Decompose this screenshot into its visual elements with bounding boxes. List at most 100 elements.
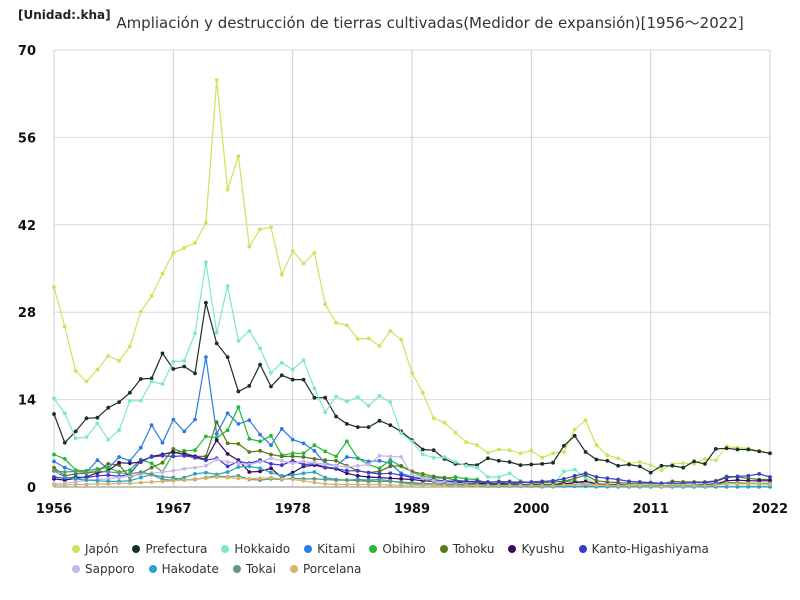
legend-item-prefectura[interactable]: Prefectura	[132, 542, 207, 556]
data-point	[507, 448, 512, 453]
data-point	[106, 473, 111, 477]
data-point	[377, 418, 382, 423]
legend-item-kitami[interactable]: Kitami	[304, 542, 355, 556]
data-point	[312, 477, 317, 481]
data-point	[388, 483, 393, 487]
legend-item-jap-n[interactable]: Japón	[72, 542, 118, 556]
data-point	[204, 260, 208, 265]
x-tick-label: 2011	[633, 502, 669, 517]
data-point	[453, 475, 458, 479]
data-point	[301, 441, 306, 446]
legend-item-hokkaido[interactable]: Hokkaido	[221, 542, 290, 556]
data-point	[507, 480, 512, 484]
data-point	[225, 411, 230, 416]
legend-item-tokai[interactable]: Tokai	[232, 562, 276, 576]
data-point	[475, 465, 479, 470]
legend-item-hakodate[interactable]: Hakodate	[148, 562, 219, 576]
data-point	[117, 460, 121, 465]
legend-item-kanto-higashiyama[interactable]: Kanto-Higashiyama	[578, 542, 709, 556]
data-point	[724, 475, 729, 480]
data-point	[193, 448, 197, 453]
data-point	[594, 475, 599, 479]
data-point	[247, 244, 252, 249]
data-point	[182, 478, 187, 482]
data-point	[160, 351, 165, 356]
x-tick-label: 2022	[752, 502, 788, 517]
legend-item-obihiro[interactable]: Obihiro	[369, 542, 426, 556]
data-point	[279, 272, 284, 277]
legend-item-kyushu[interactable]: Kyushu	[508, 542, 565, 556]
data-point	[62, 411, 67, 416]
legend-label: Prefectura	[145, 542, 208, 556]
data-point	[551, 460, 555, 465]
data-point	[388, 423, 393, 428]
y-tick-label: 42	[18, 219, 36, 234]
data-point	[388, 329, 393, 333]
data-point	[117, 400, 121, 404]
data-point	[562, 477, 566, 481]
legend-marker	[289, 565, 298, 573]
data-point	[182, 246, 187, 250]
data-point	[171, 359, 176, 364]
data-point	[127, 472, 132, 476]
data-point	[290, 477, 295, 482]
data-point	[204, 434, 208, 439]
data-point	[410, 483, 414, 487]
data-point	[659, 484, 664, 489]
data-point	[52, 452, 56, 457]
data-point	[420, 483, 425, 487]
x-tick-label: 1967	[155, 502, 191, 517]
data-point	[225, 187, 230, 192]
legend-label: Japón	[85, 542, 119, 556]
data-point	[301, 377, 306, 382]
legend-label: Kyushu	[521, 542, 565, 556]
data-point	[106, 470, 111, 474]
data-point	[182, 453, 187, 458]
data-point	[399, 455, 404, 459]
data-point	[345, 399, 349, 404]
data-point	[637, 483, 642, 488]
legend-item-tohoku[interactable]: Tohoku	[439, 542, 494, 556]
data-point	[214, 475, 219, 479]
data-point	[52, 459, 56, 464]
data-point	[106, 465, 111, 470]
data-point	[735, 474, 740, 479]
data-point	[52, 285, 56, 290]
data-point	[637, 460, 642, 464]
legend-item-sapporo[interactable]: Sapporo	[72, 562, 135, 576]
data-point	[52, 483, 56, 487]
data-point	[486, 480, 490, 484]
data-point	[431, 455, 436, 460]
legend-marker	[221, 545, 230, 553]
data-point	[746, 473, 751, 478]
data-point	[583, 418, 588, 423]
data-point	[518, 483, 523, 488]
data-point	[193, 472, 197, 476]
data-point	[334, 463, 338, 468]
data-point	[388, 400, 393, 404]
data-point	[149, 465, 154, 470]
data-point	[73, 477, 78, 481]
data-point	[507, 460, 512, 464]
data-point	[127, 390, 132, 395]
data-point	[648, 483, 653, 488]
data-point	[62, 465, 67, 470]
data-point	[269, 443, 273, 448]
data-point	[627, 479, 631, 484]
data-point	[269, 370, 273, 375]
data-point	[214, 78, 219, 82]
data-point	[420, 452, 425, 457]
data-point	[279, 427, 284, 431]
legend-item-porcelana[interactable]: Porcelana	[289, 562, 361, 576]
data-point	[117, 359, 121, 363]
data-point	[355, 337, 360, 341]
data-point	[529, 448, 534, 453]
data-point	[258, 439, 262, 444]
data-point	[681, 465, 686, 470]
data-point	[225, 355, 230, 359]
data-point	[410, 370, 414, 375]
data-point	[95, 458, 100, 463]
data-point	[279, 360, 284, 365]
data-point	[290, 461, 295, 466]
